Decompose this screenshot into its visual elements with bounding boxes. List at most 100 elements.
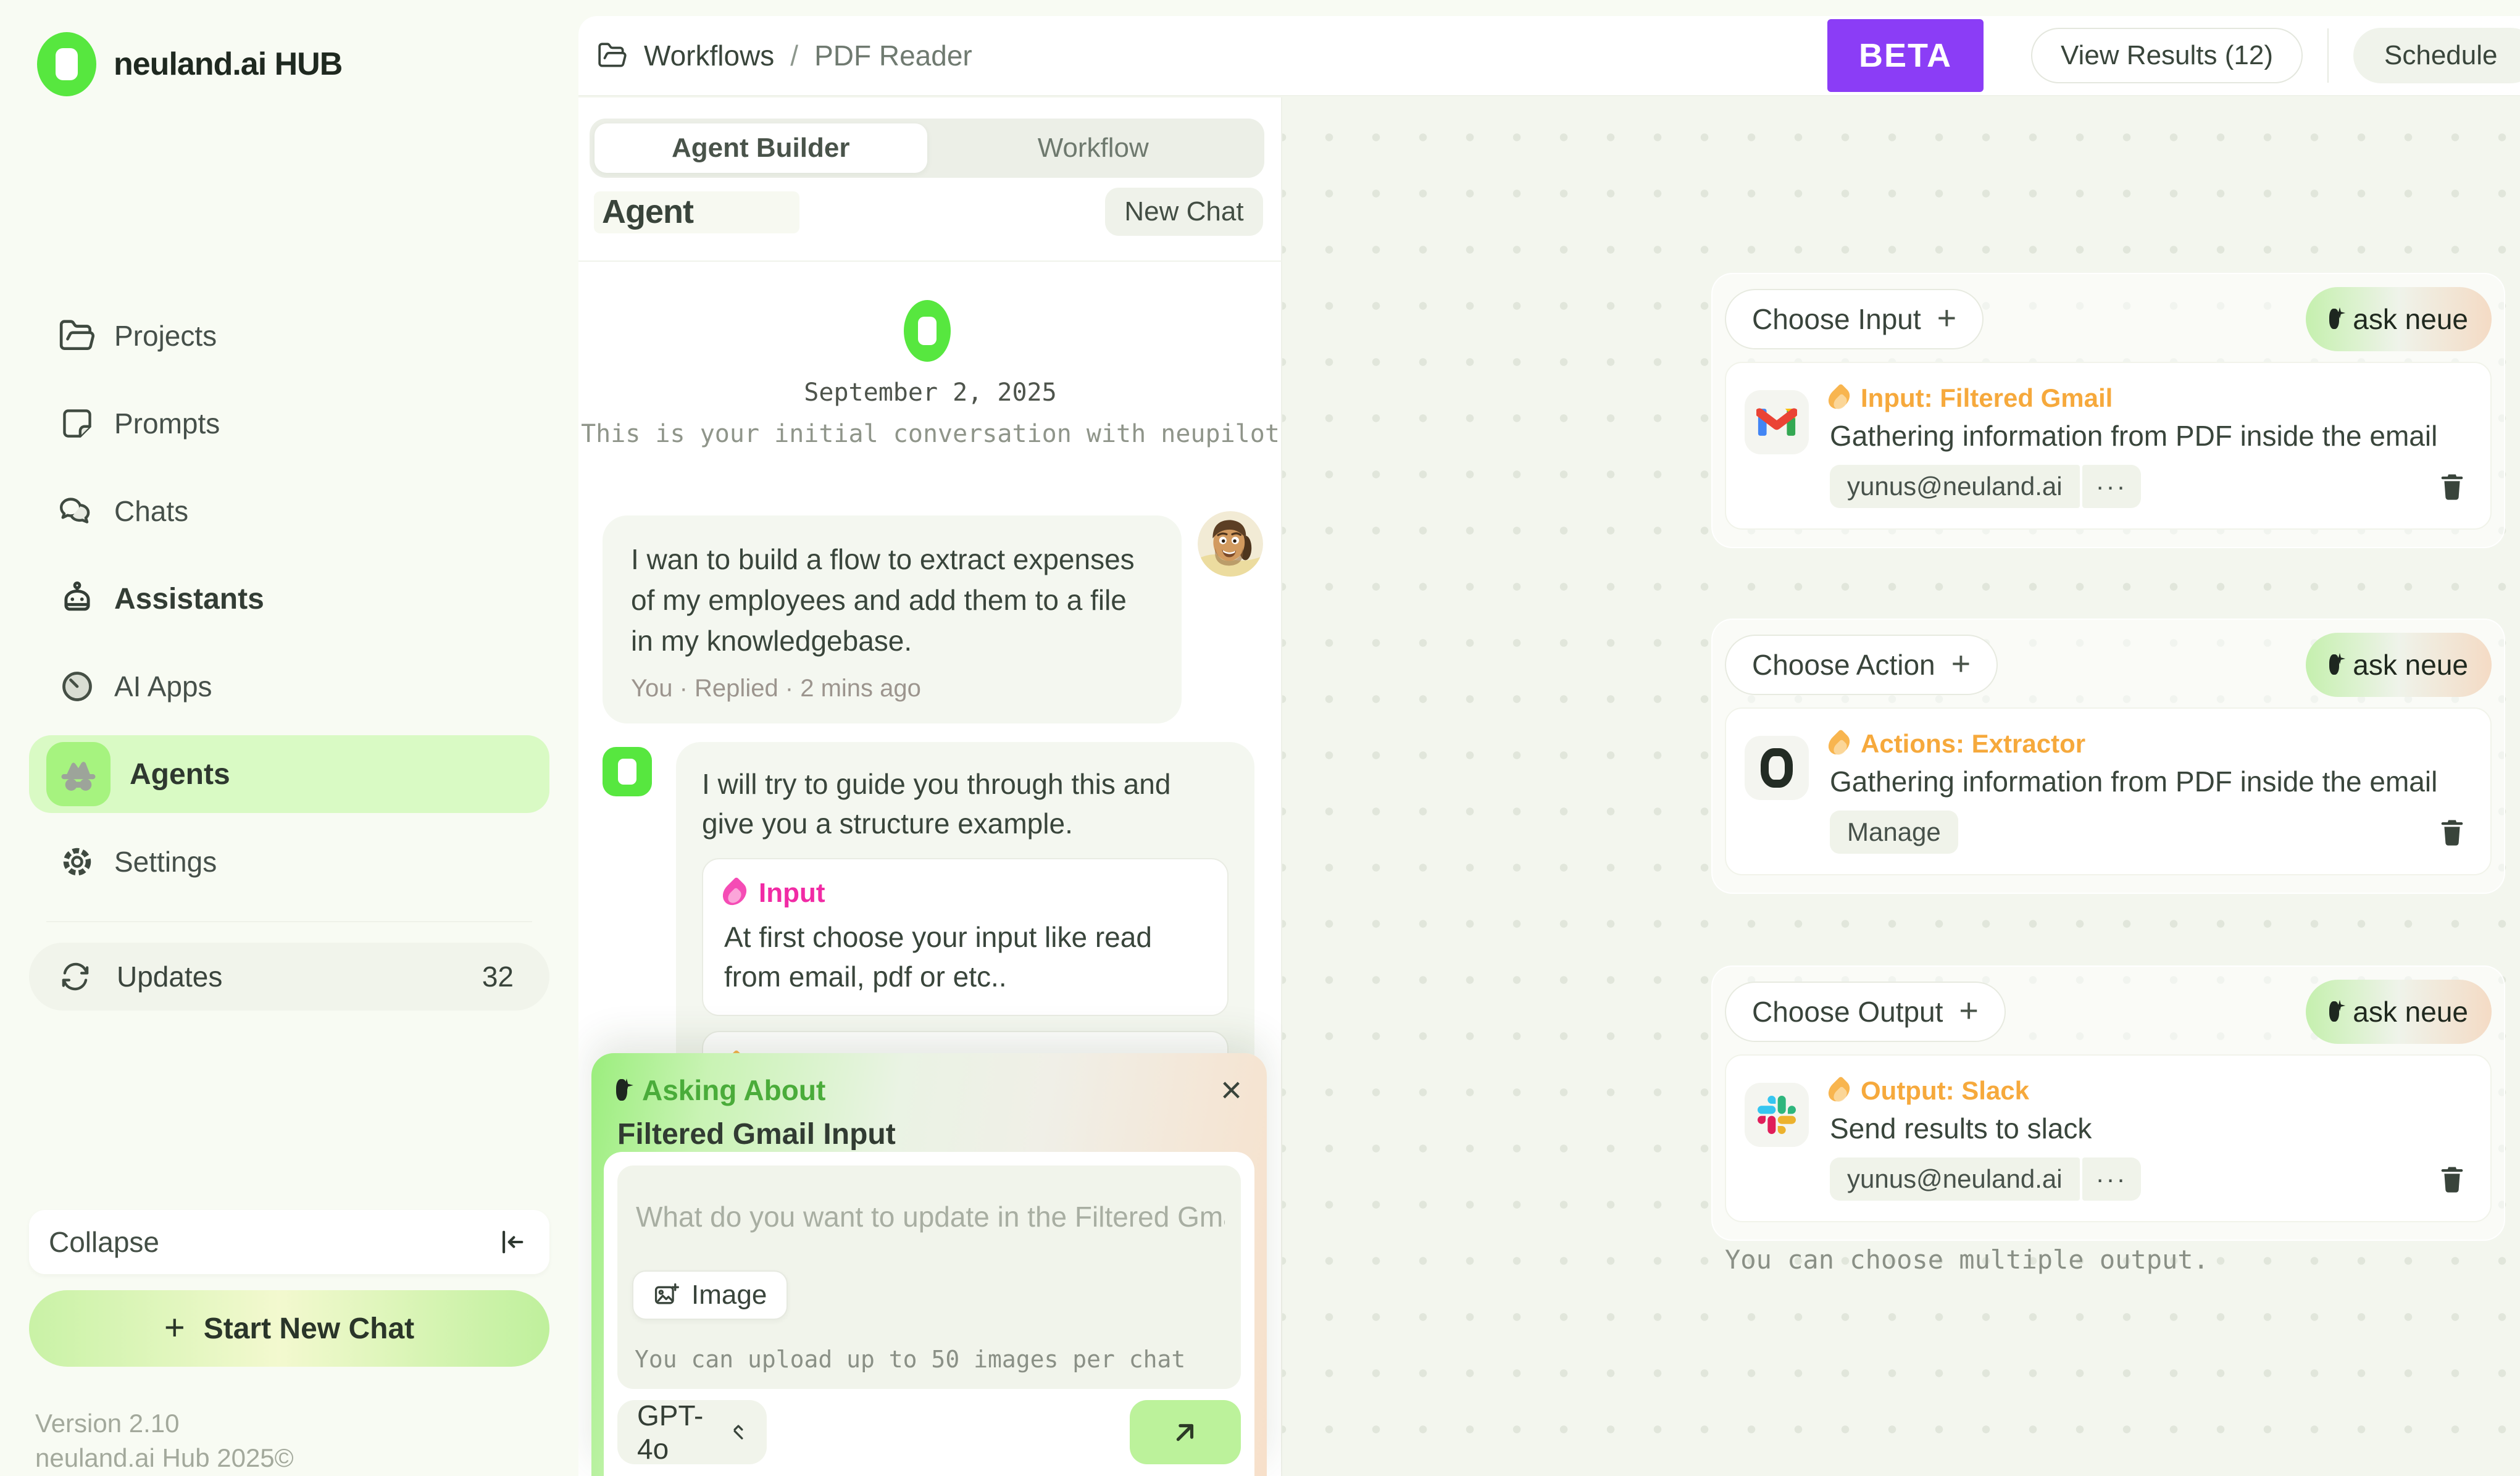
main-panel: Workflows / PDF Reader BETA View Results… — [578, 16, 2520, 1476]
robot-icon — [57, 580, 98, 618]
sidebar-item-label: Projects — [114, 320, 217, 352]
new-chat-button[interactable]: New Chat — [1105, 188, 1263, 236]
trash-icon[interactable] — [2436, 816, 2468, 848]
tab-agent-builder[interactable]: Agent Builder — [595, 123, 927, 173]
manage-button[interactable]: Manage — [1830, 811, 1958, 854]
input-structure-card: Input At first choose your input like re… — [702, 858, 1229, 1016]
builder-tabs: Agent Builder Workflow — [590, 119, 1264, 178]
agent-heading: Agent — [602, 193, 694, 230]
message-input-placeholder: What do you want to update in the Filter… — [636, 1201, 1225, 1233]
choose-action-label: Choose Action — [1752, 649, 1935, 681]
sidebar-item-chats[interactable]: Chats — [0, 467, 578, 555]
flame-icon — [1824, 1075, 1855, 1106]
sidebar-item-label: AI Apps — [114, 670, 212, 703]
topbar: Workflows / PDF Reader BETA View Results… — [578, 16, 2520, 96]
send-button[interactable] — [1130, 1400, 1241, 1464]
trash-icon[interactable] — [2436, 1163, 2468, 1195]
choose-action-button[interactable]: Choose Action + — [1725, 635, 1998, 695]
overlay-subtitle: Filtered Gmail Input — [617, 1118, 896, 1151]
user-message-text: I wan to build a flow to extract expense… — [631, 543, 1135, 657]
sidebar-divider — [46, 921, 532, 922]
choose-output-button[interactable]: Choose Output + — [1725, 982, 2006, 1042]
account-chip[interactable]: yunus@neuland.ai — [1830, 1157, 2080, 1201]
plus-icon: + — [1951, 645, 1971, 682]
assistant-avatar-icon — [603, 747, 652, 796]
trash-icon[interactable] — [2436, 470, 2468, 502]
chevron-updown-icon — [726, 1420, 751, 1445]
input-card-title: Input — [759, 878, 825, 908]
neuland-logo-icon — [37, 32, 96, 96]
sidebar-nav: Projects Prompts Chats Assistants AI App… — [0, 292, 578, 906]
close-icon[interactable]: × — [1220, 1069, 1242, 1111]
overlay-header: Asking About × — [616, 1072, 1242, 1109]
chip-more-button[interactable]: ··· — [2082, 465, 2141, 508]
chat-divider — [578, 261, 1282, 262]
chip-more-button[interactable]: ··· — [2082, 1157, 2141, 1201]
canvas-footnote: You can choose multiple output. — [1725, 1245, 2209, 1275]
breadcrumb-workflows[interactable]: Workflows — [644, 40, 775, 72]
updates-button[interactable]: Updates 32 — [29, 943, 549, 1011]
input-integration-card: Input: Filtered Gmail Gathering informat… — [1725, 362, 2492, 530]
sidebar-item-ai-apps[interactable]: AI Apps — [0, 643, 578, 730]
sidebar-item-label: Chats — [114, 495, 189, 527]
integration-label: Output: Slack — [1861, 1076, 2030, 1105]
image-upload-button[interactable]: Image — [632, 1270, 788, 1320]
sidebar-item-prompts[interactable]: Prompts — [0, 380, 578, 467]
clock-icon — [57, 668, 98, 705]
brand-name: neuland.ai HUB — [114, 46, 343, 82]
updates-label: Updates — [117, 961, 223, 993]
input-card-body: At first choose your input like read fro… — [724, 921, 1152, 993]
neue-logo-icon — [2329, 653, 2346, 675]
user-message-meta: You · Replied · 2 mins ago — [631, 675, 921, 702]
view-results-button[interactable]: View Results (12) — [2031, 28, 2303, 83]
sidebar-item-assistants[interactable]: Assistants — [0, 555, 578, 643]
neue-logo-icon — [2329, 307, 2346, 329]
gmail-icon — [1745, 390, 1809, 454]
start-new-chat-label: Start New Chat — [203, 1312, 415, 1345]
ask-neue-button[interactable]: ask neue — [2306, 633, 2492, 697]
conversation-intro: This is your initial conversation with n… — [581, 420, 1280, 448]
message-input[interactable]: What do you want to update in the Filter… — [617, 1165, 1241, 1389]
incognito-icon — [46, 742, 111, 806]
choose-output-label: Choose Output — [1752, 996, 1943, 1028]
topbar-actions: BETA View Results (12) Schedule — [1827, 19, 2520, 92]
chat-bubbles-icon — [57, 492, 98, 530]
folder-icon — [57, 317, 98, 355]
collapse-button[interactable]: Collapse — [29, 1210, 549, 1274]
gear-icon — [57, 843, 98, 880]
asking-about-overlay: Asking About × Filtered Gmail Input What… — [591, 1053, 1267, 1476]
integration-description: Gathering information from PDF inside th… — [1830, 420, 2438, 452]
updates-count-badge: 32 — [482, 961, 514, 993]
ask-neue-button[interactable]: ask neue — [2306, 980, 2492, 1044]
sidebar: neuland.ai HUB Projects Prompts Chats As… — [0, 0, 578, 1476]
plus-icon: + — [1937, 299, 1957, 336]
ask-neue-label: ask neue — [2353, 996, 2468, 1028]
image-icon — [653, 1282, 680, 1309]
start-new-chat-button[interactable]: + Start New Chat — [29, 1290, 549, 1367]
agent-header-row: Agent New Chat — [578, 188, 1282, 237]
sidebar-item-projects[interactable]: Projects — [0, 292, 578, 380]
schedule-button[interactable]: Schedule — [2353, 28, 2520, 83]
choose-output-section: Choose Output + ask neue — [1711, 965, 2505, 1241]
conversation-date: September 2, 2025 — [804, 378, 1057, 407]
flame-icon — [718, 877, 751, 910]
tab-workflow[interactable]: Workflow — [1037, 133, 1149, 163]
action-integration-card: Actions: Extractor Gathering information… — [1725, 707, 2492, 875]
active-item-highlight — [29, 735, 549, 813]
folder-icon — [597, 40, 628, 71]
ask-neue-button[interactable]: ask neue — [2306, 287, 2492, 351]
sidebar-item-agents[interactable]: Agents — [0, 730, 578, 818]
choose-input-button[interactable]: Choose Input + — [1725, 289, 1984, 349]
version-info: Version 2.10 neuland.ai Hub 2025© — [35, 1406, 294, 1475]
account-chip[interactable]: yunus@neuland.ai — [1830, 465, 2080, 508]
refresh-icon — [59, 960, 92, 993]
workflow-canvas: Choose Input + ask neue — [1282, 98, 2520, 1476]
sidebar-item-settings[interactable]: Settings — [0, 818, 578, 906]
collapse-label: Collapse — [49, 1226, 159, 1258]
model-selector[interactable]: GPT-4o — [617, 1399, 767, 1465]
neue-logo-icon — [2329, 999, 2346, 1022]
plus-icon: + — [164, 1307, 185, 1348]
integration-description: Gathering information from PDF inside th… — [1830, 765, 2438, 798]
upload-limit-note: You can upload up to 50 images per chat — [635, 1346, 1186, 1373]
choose-input-section: Choose Input + ask neue — [1711, 273, 2505, 548]
